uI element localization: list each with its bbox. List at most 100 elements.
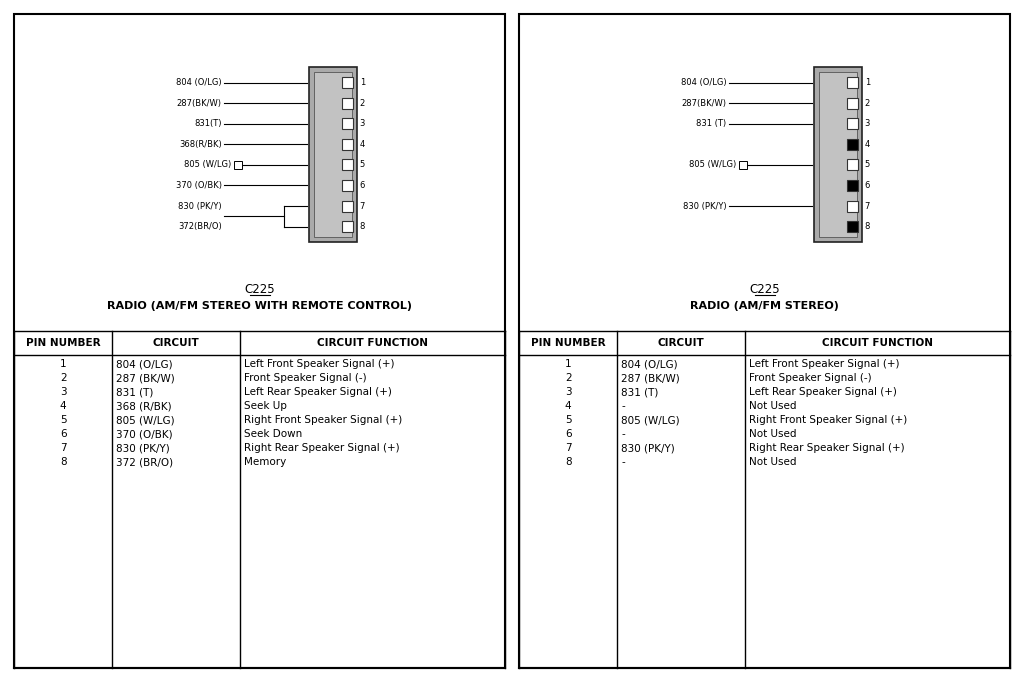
Text: Left Rear Speaker Signal (+): Left Rear Speaker Signal (+) [244,387,392,397]
Text: 1: 1 [565,359,571,369]
Text: 3: 3 [59,387,67,397]
Text: 368(R/BK): 368(R/BK) [179,140,221,149]
Bar [847,77,857,88]
Bar [342,98,352,109]
Text: 805 (W/LG): 805 (W/LG) [689,160,736,169]
Text: 372 (BR/O): 372 (BR/O) [116,457,173,467]
Bar [342,180,352,191]
Text: CIRCUIT FUNCTION: CIRCUIT FUNCTION [822,338,933,348]
Bar [342,118,352,129]
Text: 2: 2 [565,373,571,384]
Bar [847,139,857,150]
Text: 3: 3 [864,119,870,129]
Text: 804 (O/LG): 804 (O/LG) [116,359,173,369]
Text: 830 (PK/Y): 830 (PK/Y) [116,443,170,453]
Text: 2: 2 [359,99,365,107]
Text: 5: 5 [59,415,67,425]
Text: Left Front Speaker Signal (+): Left Front Speaker Signal (+) [749,359,899,369]
Text: 368 (R/BK): 368 (R/BK) [116,401,172,411]
Bar [814,67,861,242]
Text: 8: 8 [359,222,365,231]
Bar [342,139,352,150]
Text: 3: 3 [565,387,571,397]
Text: 6: 6 [864,181,870,190]
Text: 831 (T): 831 (T) [696,119,727,129]
Text: CIRCUIT: CIRCUIT [153,338,200,348]
Text: 287 (BK/W): 287 (BK/W) [116,373,175,384]
Bar [847,98,857,109]
Text: 370 (O/BK): 370 (O/BK) [116,429,173,439]
Text: 370 (O/BK): 370 (O/BK) [175,181,221,190]
Bar [847,221,857,232]
Text: 287(BK/W): 287(BK/W) [682,99,727,107]
Text: Front Speaker Signal (-): Front Speaker Signal (-) [244,373,367,384]
Text: 5: 5 [565,415,571,425]
Text: 6: 6 [359,181,365,190]
Bar [313,72,351,237]
Text: 8: 8 [565,457,571,467]
Text: 6: 6 [565,429,571,439]
Bar [847,159,857,171]
Bar [818,72,857,237]
Text: Right Rear Speaker Signal (+): Right Rear Speaker Signal (+) [244,443,399,453]
Text: Seek Down: Seek Down [244,429,302,439]
Text: 1: 1 [864,78,869,87]
Text: C225: C225 [244,283,274,296]
Text: 831 (T): 831 (T) [622,387,658,397]
Text: 372(BR/O): 372(BR/O) [178,222,221,231]
Text: RADIO (AM/FM STEREO WITH REMOTE CONTROL): RADIO (AM/FM STEREO WITH REMOTE CONTROL) [106,301,412,311]
Text: Left Rear Speaker Signal (+): Left Rear Speaker Signal (+) [749,387,897,397]
Text: 4: 4 [565,401,571,411]
Text: 831 (T): 831 (T) [116,387,154,397]
Text: Seek Up: Seek Up [244,401,287,411]
Text: 2: 2 [864,99,869,107]
Text: 5: 5 [864,160,869,169]
Text: 7: 7 [359,201,365,211]
Text: 8: 8 [59,457,67,467]
Bar [14,14,505,668]
Text: 831(T): 831(T) [195,119,221,129]
Text: 5: 5 [359,160,365,169]
Text: 7: 7 [864,201,870,211]
Text: 2: 2 [59,373,67,384]
Text: 804 (O/LG): 804 (O/LG) [176,78,221,87]
Text: 7: 7 [565,443,571,453]
Text: 4: 4 [59,401,67,411]
Text: Left Front Speaker Signal (+): Left Front Speaker Signal (+) [244,359,394,369]
Text: Right Rear Speaker Signal (+): Right Rear Speaker Signal (+) [749,443,904,453]
Text: 1: 1 [359,78,365,87]
Text: 805 (W/LG): 805 (W/LG) [622,415,680,425]
Text: 6: 6 [59,429,67,439]
Bar [519,14,1010,668]
Bar [738,161,746,169]
Text: 4: 4 [864,140,869,149]
Text: PIN NUMBER: PIN NUMBER [530,338,605,348]
Text: Not Used: Not Used [749,401,797,411]
Text: Right Front Speaker Signal (+): Right Front Speaker Signal (+) [749,415,907,425]
Bar [342,221,352,232]
Text: 7: 7 [59,443,67,453]
Text: 804 (O/LG): 804 (O/LG) [681,78,727,87]
Bar [847,201,857,211]
Text: 287 (BK/W): 287 (BK/W) [622,373,680,384]
Text: Memory: Memory [244,457,286,467]
Text: C225: C225 [750,283,780,296]
Text: PIN NUMBER: PIN NUMBER [26,338,100,348]
Text: -: - [622,457,625,467]
Text: 1: 1 [59,359,67,369]
Text: RADIO (AM/FM STEREO): RADIO (AM/FM STEREO) [690,301,839,311]
Text: 3: 3 [359,119,365,129]
Bar [233,161,242,169]
Bar [847,118,857,129]
Text: 287(BK/W): 287(BK/W) [176,99,221,107]
Text: 804 (O/LG): 804 (O/LG) [622,359,678,369]
Bar [847,180,857,191]
Text: -: - [622,401,625,411]
Text: 8: 8 [864,222,870,231]
Text: CIRCUIT: CIRCUIT [657,338,705,348]
Text: -: - [622,429,625,439]
Text: 805 (W/LG): 805 (W/LG) [116,415,175,425]
Text: Right Front Speaker Signal (+): Right Front Speaker Signal (+) [244,415,402,425]
Text: Front Speaker Signal (-): Front Speaker Signal (-) [749,373,871,384]
Bar [342,159,352,171]
